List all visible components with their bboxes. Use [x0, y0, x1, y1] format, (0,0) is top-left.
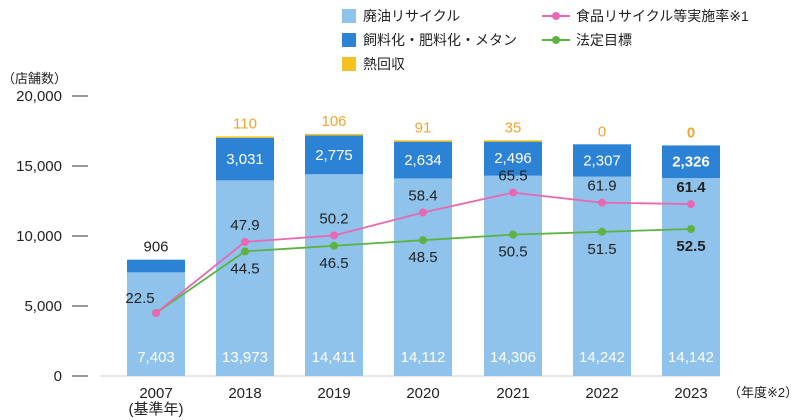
- legend-swatch-heat: [342, 57, 356, 71]
- bar-oil-label: 13,973: [222, 349, 268, 366]
- target-point: [419, 236, 427, 245]
- legend-label-target: 法定目標: [576, 32, 632, 48]
- rate-point: [687, 200, 695, 209]
- rate-point: [152, 309, 160, 317]
- target-value-label: 44.5: [230, 260, 259, 277]
- bar-feed-label: 906: [143, 239, 168, 256]
- rate-point: [241, 237, 249, 246]
- rate-value-label: 58.4: [408, 187, 437, 204]
- target-point: [241, 247, 249, 256]
- target-value-label: 46.5: [319, 255, 348, 272]
- rate-value-label: 61.9: [587, 178, 616, 195]
- legend-swatch-feed: [342, 33, 356, 47]
- bar-feed: [573, 144, 631, 177]
- bar-heat: [305, 133, 363, 136]
- y-tick-label: 0: [54, 368, 62, 385]
- x-axis: 2007(基準年) 2018 2019 2020 2021 2022 2023: [129, 385, 708, 418]
- legend-label-rate: 食品リサイクル等実施率※1: [576, 8, 749, 24]
- x-tick-label: 2007: [139, 385, 172, 402]
- bar-heat: [394, 140, 452, 142]
- legend-swatch-oil: [342, 9, 356, 23]
- target-value-label: 48.5: [408, 249, 437, 266]
- target-value-label: 50.5: [498, 244, 527, 261]
- bar-feed: [216, 137, 274, 181]
- target-point: [687, 225, 695, 233]
- bar-oil: [216, 180, 274, 376]
- legend-label-oil: 廃油リサイクル: [363, 8, 460, 24]
- rate-value-label: 22.5: [125, 290, 154, 307]
- rate-point: [598, 198, 606, 207]
- bar-heat: [216, 136, 274, 138]
- bar-feed: [662, 145, 720, 179]
- bar-feed-label: 2,496: [494, 150, 532, 167]
- rate-point: [330, 231, 338, 240]
- bar-heat: [484, 140, 542, 142]
- bar-oil-label: 14,112: [401, 349, 446, 366]
- bar-oil: [573, 176, 631, 376]
- bar-feed-label: 3,031: [226, 151, 264, 168]
- bar-oil: [305, 174, 363, 376]
- bar-feed: [305, 135, 363, 175]
- x-tick-label: 2022: [585, 385, 618, 402]
- target-point: [598, 227, 606, 236]
- legend: 廃油リサイクル 飼料化・肥料化・メタン 熱回収 食品リサイクル等実施率※1 法定…: [342, 8, 749, 72]
- y-tick-label: 15,000: [16, 158, 62, 175]
- rate-value-label: 50.2: [319, 210, 348, 227]
- y-unit-label: （店舗数）: [2, 71, 67, 86]
- bars: 7,403 906 13,973 3,031 110 14,411 2,775 106 14,1…: [127, 113, 720, 376]
- target-value-label: 51.5: [587, 241, 616, 258]
- lines: 22.5 47.9 50.2 58.4 65.5 61.9 61.4 44.5 46.5 48.5…: [125, 168, 706, 317]
- y-tick-label: 5,000: [24, 298, 62, 315]
- rate-value-label: 47.9: [230, 217, 259, 234]
- bar-oil: [127, 272, 185, 376]
- bar-feed-label: 2,775: [315, 147, 353, 164]
- bar-feed: [484, 140, 542, 176]
- x-unit-label: （年度※2）: [728, 385, 792, 400]
- bar-heat-label: 35: [505, 119, 522, 136]
- bar-heat-label: 110: [233, 115, 257, 132]
- bar-oil-label: 14,411: [312, 349, 357, 366]
- bar-oil-label: 7,403: [137, 349, 175, 366]
- x-tick-label: 2021: [496, 385, 529, 402]
- legend-label-heat: 熱回収: [363, 56, 405, 72]
- y-tick-label: 10,000: [16, 228, 62, 245]
- bar-heat-label: 91: [415, 119, 432, 136]
- bar-oil: [662, 178, 720, 376]
- legend-label-feed: 飼料化・肥料化・メタン: [363, 32, 517, 48]
- bar-oil-label: 14,242: [579, 349, 625, 366]
- target-point: [509, 230, 517, 239]
- rate-value-label: 65.5: [498, 168, 527, 185]
- legend-marker-target: [552, 36, 560, 44]
- bar-heat-label: 0: [687, 124, 695, 141]
- legend-marker-rate: [552, 12, 560, 20]
- bar-feed-label: 2,634: [404, 152, 442, 169]
- bar-oil: [484, 175, 542, 376]
- x-tick-label: 2018: [228, 385, 261, 402]
- target-value-label: 52.5: [676, 238, 705, 255]
- bar-feed: [394, 141, 452, 179]
- bar-oil-label: 14,306: [490, 349, 536, 366]
- bar-feed-label: 2,307: [583, 152, 621, 169]
- x-tick-label: 2023: [674, 385, 707, 402]
- rate-point: [419, 208, 427, 217]
- x-tick-label: 2020: [406, 385, 439, 402]
- bar-heat-label: 0: [598, 123, 606, 140]
- bar-feed-label: 2,326: [672, 154, 710, 171]
- rate-value-label: 61.4: [676, 179, 706, 196]
- rate-point: [509, 188, 517, 197]
- bar-feed: [127, 259, 185, 273]
- bar-oil-label: 14,142: [668, 349, 714, 366]
- x-tick-label: 2019: [317, 385, 350, 402]
- target-point: [330, 241, 338, 250]
- y-axis: 0 5,000 10,000 15,000 20,000: [16, 88, 720, 385]
- bar-heat-label: 106: [321, 113, 346, 130]
- x-tick-sublabel: (基準年): [129, 401, 184, 418]
- y-tick-label: 20,000: [16, 88, 62, 105]
